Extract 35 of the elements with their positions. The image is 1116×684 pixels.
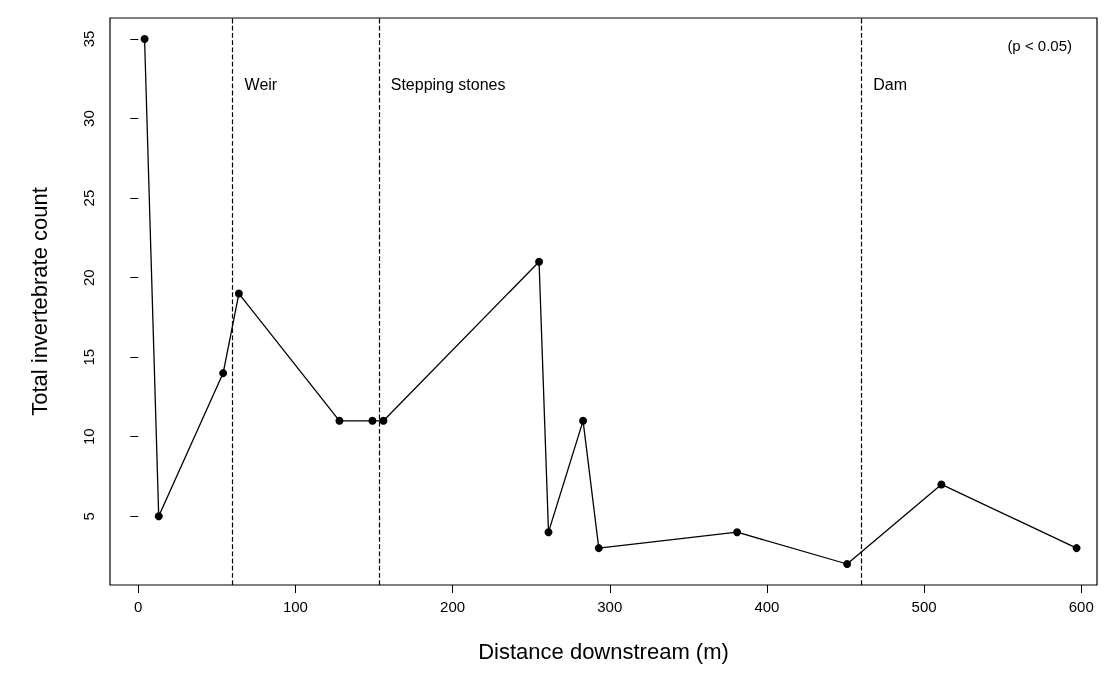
y-tick-label: 30	[80, 110, 97, 127]
point	[219, 369, 228, 378]
point	[733, 528, 742, 537]
x-tick-label: 600	[1068, 598, 1094, 615]
x-tick-label: 0	[134, 598, 143, 615]
x-tick-label: 500	[911, 598, 937, 615]
point	[379, 416, 388, 425]
point	[579, 416, 588, 425]
y-tick-label: 25	[80, 189, 97, 207]
point	[234, 289, 243, 298]
y-tick-label: 35	[80, 30, 97, 48]
point	[154, 512, 163, 521]
point	[140, 35, 149, 43]
x-tick-label: 100	[282, 598, 308, 615]
y-tick-label: 5	[80, 512, 97, 521]
y-axis-title: Total invertebrate count	[26, 187, 52, 416]
annotation: (p < 0.05)	[1007, 37, 1072, 54]
x-tick-label: 300	[597, 598, 623, 615]
point	[843, 560, 852, 568]
point	[544, 528, 553, 537]
x-tick-label: 400	[754, 598, 780, 615]
point	[368, 416, 377, 425]
x-tick-label: 200	[440, 598, 466, 615]
point	[937, 480, 946, 489]
ref-line-label: Dam	[873, 75, 908, 93]
y-tick-label: 10	[80, 428, 97, 446]
y-tick-label: 15	[80, 348, 97, 366]
ref-line-label: Weir	[244, 75, 278, 93]
x-axis-title: Distance downstream (m)	[478, 638, 729, 664]
ref-line-label: Stepping stones	[390, 75, 506, 93]
point	[535, 257, 544, 266]
point	[594, 544, 603, 553]
point	[335, 416, 344, 425]
y-tick-label: 20	[80, 269, 97, 286]
point	[1072, 544, 1081, 553]
